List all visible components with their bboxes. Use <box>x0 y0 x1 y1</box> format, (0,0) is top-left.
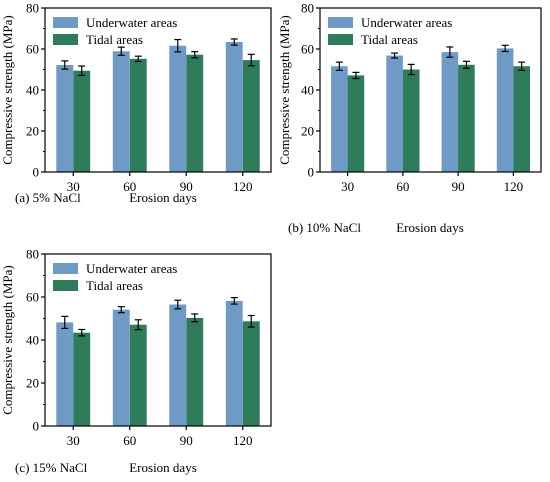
x-tick-label: 120 <box>233 433 253 448</box>
x-axis-label: Erosion days <box>129 460 197 475</box>
legend-label: Tidal areas <box>86 32 143 47</box>
legend-swatch <box>328 34 353 45</box>
bar <box>242 60 260 172</box>
panel-label: (a) 5% NaCl <box>15 190 81 205</box>
legend-swatch <box>53 17 78 28</box>
bar <box>73 332 91 426</box>
chart-panel-1: 0 20 40 60 80 30 60 90 120 Compressive strength (… <box>0 1 272 205</box>
y-tick-label: 40 <box>301 83 314 98</box>
y-tick-label: 0 <box>33 419 40 434</box>
x-tick-label: 120 <box>504 179 524 194</box>
bar <box>402 69 420 172</box>
x-tick-label: 90 <box>180 179 193 194</box>
y-axis-label: Compressive strength (MPa) <box>277 15 292 164</box>
y-tick-label: 0 <box>33 165 40 180</box>
bar <box>56 322 74 426</box>
legend-label: Tidal areas <box>86 278 143 293</box>
x-tick-label: 90 <box>452 179 465 194</box>
bar <box>169 304 187 426</box>
x-tick-label: 60 <box>123 179 136 194</box>
legend-label: Underwater areas <box>361 15 452 30</box>
bar <box>169 45 187 173</box>
x-tick-label: 60 <box>123 433 136 448</box>
y-tick-label: 60 <box>301 42 314 57</box>
x-tick-label: 120 <box>233 179 253 194</box>
x-axis-label: Erosion days <box>396 220 464 235</box>
y-tick-label: 20 <box>26 124 39 139</box>
y-axis-label: Compressive strength (MPa) <box>0 265 15 414</box>
y-tick-label: 0 <box>308 165 315 180</box>
bar <box>73 70 91 172</box>
panel-label: (b) 10% NaCl <box>288 220 361 235</box>
bar <box>386 55 403 172</box>
x-axis-label: Erosion days <box>129 190 197 205</box>
x-tick-label: 30 <box>341 179 354 194</box>
y-tick-label: 80 <box>26 247 39 262</box>
y-tick-label: 20 <box>26 376 39 391</box>
legend-swatch <box>53 34 78 45</box>
bar <box>129 58 147 172</box>
y-axis-label: Compressive strength (MPa) <box>0 15 15 164</box>
y-tick-label: 40 <box>26 83 39 98</box>
chart-panel-3: 0 20 40 60 80 30 60 90 120 Compressive strength (… <box>0 247 272 475</box>
legend-swatch <box>53 263 78 274</box>
bar <box>112 309 130 426</box>
chart-panel-2: 0 20 40 60 80 30 60 90 120 Compressive strength (… <box>277 1 542 235</box>
bar <box>225 42 243 172</box>
legend-label: Underwater areas <box>86 261 177 276</box>
bar <box>186 317 204 426</box>
bar <box>56 65 74 172</box>
legend-label: Tidal areas <box>361 32 418 47</box>
legend: Underwater areas Tidal areas <box>53 15 177 47</box>
x-tick-label: 60 <box>396 179 409 194</box>
y-tick-label: 40 <box>26 333 39 348</box>
legend-swatch <box>328 17 353 28</box>
bar <box>129 324 147 426</box>
y-tick-label: 60 <box>26 290 39 305</box>
panel-label: (c) 15% NaCl <box>15 460 88 475</box>
bar <box>112 51 130 172</box>
legend-swatch <box>53 280 78 291</box>
bar <box>458 64 475 172</box>
legend: Underwater areas Tidal areas <box>53 261 177 293</box>
bar <box>513 66 530 172</box>
legend-label: Underwater areas <box>86 15 177 30</box>
legend: Underwater areas Tidal areas <box>328 15 452 47</box>
x-tick-label: 30 <box>67 179 80 194</box>
bar <box>186 54 204 173</box>
bar <box>331 66 348 172</box>
y-tick-label: 80 <box>26 1 39 16</box>
bar <box>496 48 514 172</box>
y-tick-label: 60 <box>26 42 39 57</box>
x-tick-label: 90 <box>180 433 193 448</box>
x-tick-label: 30 <box>67 433 80 448</box>
bar <box>242 321 260 426</box>
bar <box>347 75 365 172</box>
y-tick-label: 20 <box>301 124 314 139</box>
bar <box>225 300 243 426</box>
y-tick-label: 80 <box>301 1 314 16</box>
bar <box>441 52 459 172</box>
